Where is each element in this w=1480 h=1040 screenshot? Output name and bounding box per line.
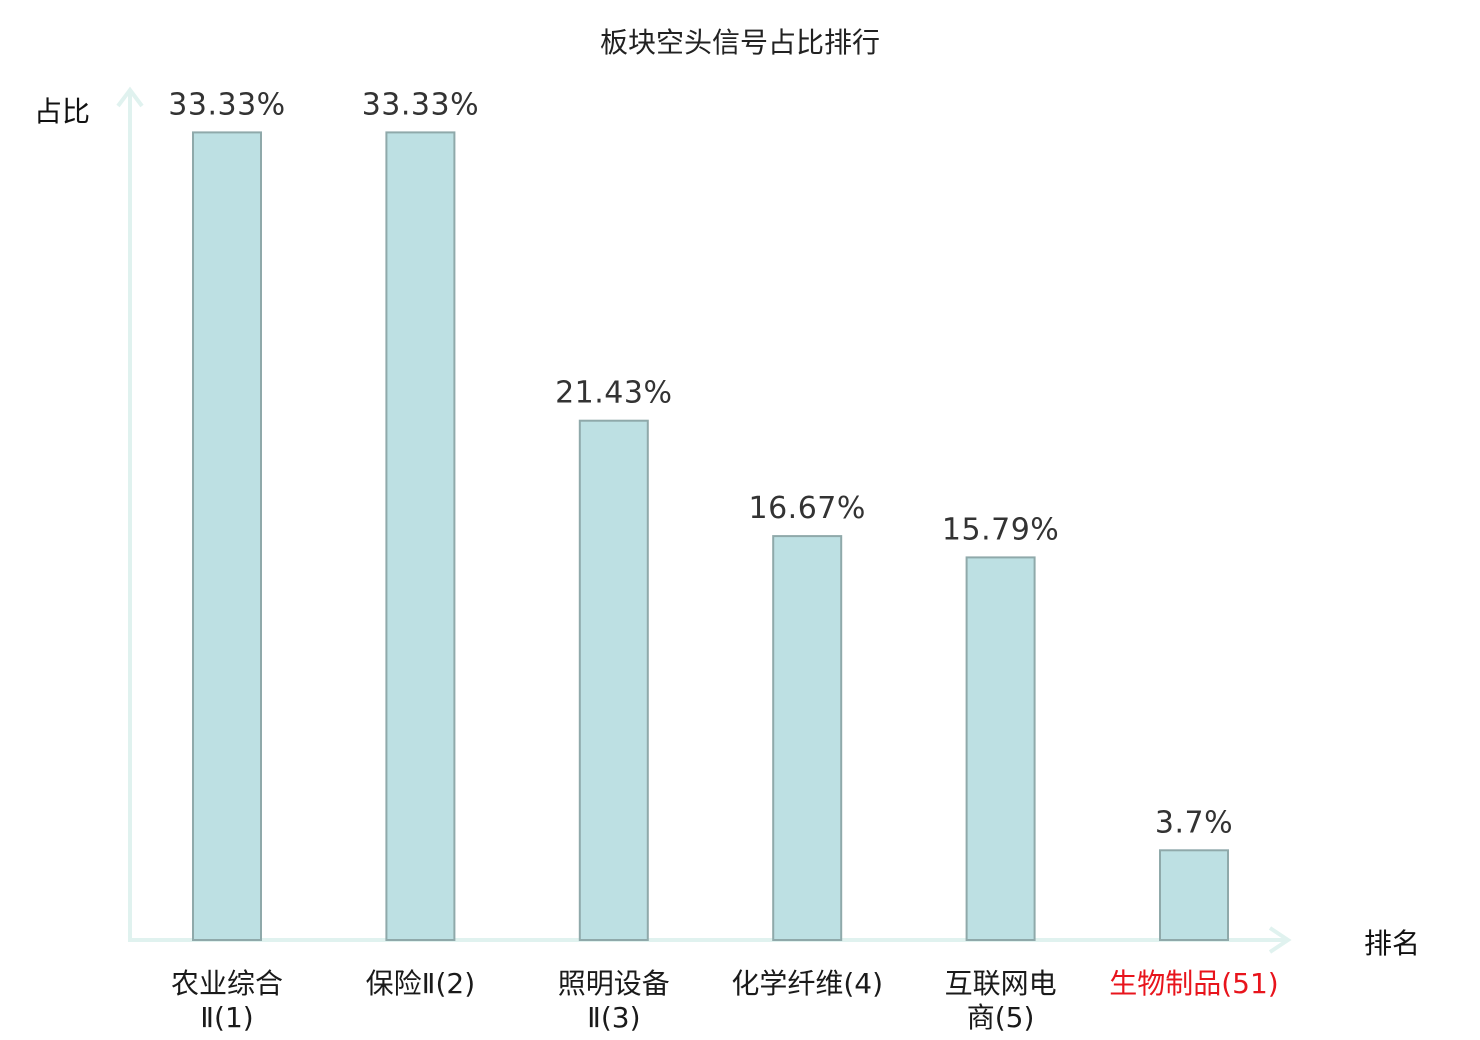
data-label: 15.79% <box>942 512 1059 547</box>
category-labels-group: 农业综合 Ⅱ(1) 保险Ⅱ(2) 照明设备 Ⅱ(3) 化学纤维(4) 互联网电商(5) 生物制… <box>171 967 1279 1034</box>
x-axis-label: 排名 <box>1364 927 1420 960</box>
y-axis: 占比 <box>34 86 144 940</box>
bar <box>965 556 1036 942</box>
y-axis-arrow <box>116 86 144 108</box>
category-label-line: 互联网电 <box>945 967 1057 1000</box>
category-label-line: 商(5) <box>967 1001 1035 1034</box>
value-labels-group: 33.33% 33.33% 21.43% 16.67% 15.79% 3.7% <box>168 87 1233 840</box>
bar <box>772 535 843 941</box>
data-label: 33.33% <box>168 87 285 122</box>
data-label: 21.43% <box>555 376 672 411</box>
category-label: 化学纤维(4) <box>731 967 883 1000</box>
category-label: 保险Ⅱ(2) <box>366 967 475 1000</box>
category-label-line: Ⅱ(1) <box>200 1001 253 1034</box>
category-label: 生物制品(51) <box>1109 967 1278 1000</box>
bar <box>1159 849 1229 941</box>
chart-title: 板块空头信号占比排行 <box>600 26 880 59</box>
y-axis-label: 占比 <box>34 95 90 128</box>
category-label-line: 农业综合 <box>171 967 283 1000</box>
category-label: 农业综合 Ⅱ(1) <box>171 967 283 1034</box>
bar <box>385 131 456 941</box>
data-label: 33.33% <box>362 87 479 122</box>
x-axis: 排名 <box>128 926 1420 960</box>
data-label: 3.7% <box>1155 805 1233 840</box>
data-label: 16.67% <box>749 491 866 526</box>
category-label-line: 化学纤维(4) <box>731 967 883 1000</box>
category-label: 互联网电商(5) <box>945 967 1057 1034</box>
category-label: 照明设备 Ⅱ(3) <box>558 967 670 1034</box>
category-label-line: Ⅱ(3) <box>587 1001 640 1034</box>
bar <box>578 419 649 941</box>
bar <box>192 131 262 941</box>
bars-group <box>192 131 1229 942</box>
category-label-line: 生物制品(51) <box>1109 967 1278 1000</box>
x-axis-arrow <box>1268 926 1292 954</box>
category-label-line: 保险Ⅱ(2) <box>366 967 475 1000</box>
category-label-line: 照明设备 <box>558 967 670 1000</box>
